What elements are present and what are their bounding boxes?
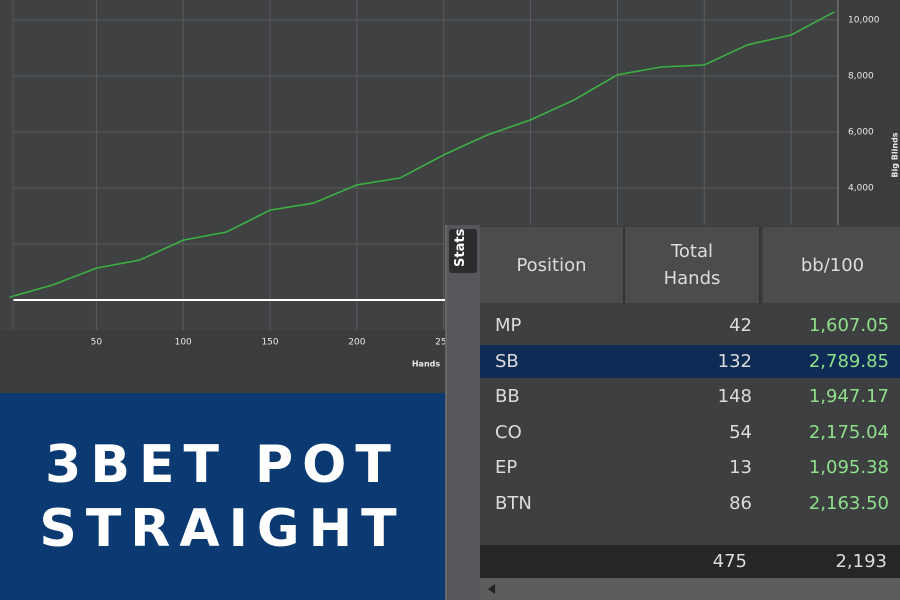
position-cell: BB — [495, 386, 520, 407]
hands-cell: 132 — [717, 350, 752, 372]
hands-cell: 13 — [729, 457, 752, 478]
footer-row — [480, 545, 900, 578]
column-header[interactable]: bb/100 — [763, 227, 900, 303]
bb-cell: 2,163.50 — [808, 492, 889, 514]
bb-cell: 1,947.17 — [808, 386, 889, 407]
banner-line: STRAIGHT — [39, 498, 406, 559]
position-cell: MP — [495, 315, 522, 336]
tab-label[interactable]: Stats — [453, 228, 468, 267]
x-axis-label: Hands — [412, 360, 441, 369]
x-tick-label: 100 — [175, 338, 192, 348]
scroll-left[interactable] — [488, 584, 495, 594]
y-tick-label: 10,000 — [848, 15, 880, 25]
bb-cell: 2,789.85 — [808, 350, 889, 372]
scrollbar[interactable] — [480, 578, 900, 600]
bb-cell: 2,175.04 — [808, 421, 889, 443]
y-tick-label: 4,000 — [848, 183, 874, 193]
hands-cell: 42 — [729, 315, 752, 336]
y-axis-label: Big Blinds — [891, 132, 900, 177]
column-header[interactable]: Position — [480, 227, 625, 303]
footer-total: 475 — [712, 551, 747, 572]
position-cell: BTN — [495, 492, 532, 514]
banner-line: 3BET POT — [45, 434, 400, 495]
x-tick-label: 50 — [91, 338, 103, 348]
banner: 3BET POT STRAIGHT — [0, 393, 445, 600]
stats-table: Stats Position Total Hands bb/100 475 2,… — [445, 225, 900, 600]
position-cell: EP — [495, 457, 518, 478]
bb-cell: 1,095.38 — [808, 457, 889, 478]
x-tick-label: 250 — [435, 338, 452, 348]
bb-cell: 1,607.05 — [808, 315, 889, 336]
hands-cell: 148 — [717, 386, 752, 407]
stats-tab[interactable]: Stats — [449, 229, 477, 273]
side-bar — [447, 225, 480, 600]
column-header[interactable]: Total Hands — [625, 227, 761, 303]
hands-cell: 54 — [729, 421, 752, 443]
selected-row[interactable] — [480, 344, 900, 378]
position-cell: CO — [495, 421, 522, 443]
y-tick-label: 8,000 — [848, 71, 874, 81]
position-cell: SB — [495, 350, 519, 372]
x-tick-label: 200 — [348, 338, 365, 348]
footer-bb: 2,193 — [835, 551, 887, 572]
x-tick-label: 150 — [261, 338, 278, 348]
y-tick-label: 6,000 — [848, 127, 874, 137]
hands-cell: 86 — [729, 492, 752, 514]
data-line — [9, 11, 835, 298]
